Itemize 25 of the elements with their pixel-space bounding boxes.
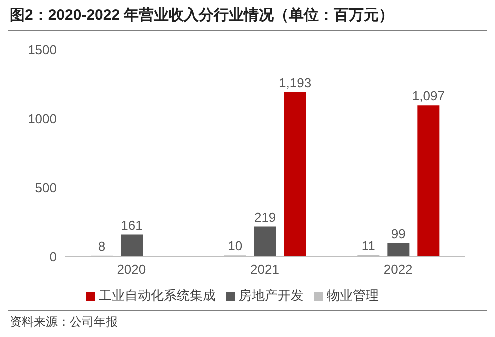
data-label: 1,193 (279, 75, 312, 90)
bar (254, 226, 276, 257)
y-tick-label: 1000 (28, 112, 57, 127)
y-tick-label: 500 (35, 180, 57, 196)
bar (418, 106, 440, 257)
y-tick-label: 0 (50, 250, 57, 265)
y-tick-label: 1500 (28, 42, 57, 58)
bar (121, 234, 143, 257)
x-tick-label: 2021 (250, 262, 280, 278)
data-label: 161 (121, 218, 143, 233)
chart-title: 图2：2020-2022 年营业收入分行业情况（单位：百万元） (10, 6, 394, 25)
x-tick-label: 2020 (117, 262, 146, 278)
legend-label: 物业管理 (327, 288, 379, 303)
text: 资料来源：公司年报 (10, 314, 118, 331)
data-label: 1,097 (412, 88, 445, 104)
bar (388, 243, 410, 257)
legend-label: 房地产开发 (239, 288, 304, 303)
data-label: 219 (254, 210, 276, 225)
legend-label: 工业自动化系统集成 (99, 288, 216, 303)
bar (284, 92, 306, 257)
data-label: 99 (391, 226, 406, 242)
x-tick-label: 2022 (384, 262, 413, 278)
data-label: 8 (98, 238, 106, 254)
data-label: 10 (228, 238, 243, 254)
data-label: 11 (362, 238, 376, 254)
